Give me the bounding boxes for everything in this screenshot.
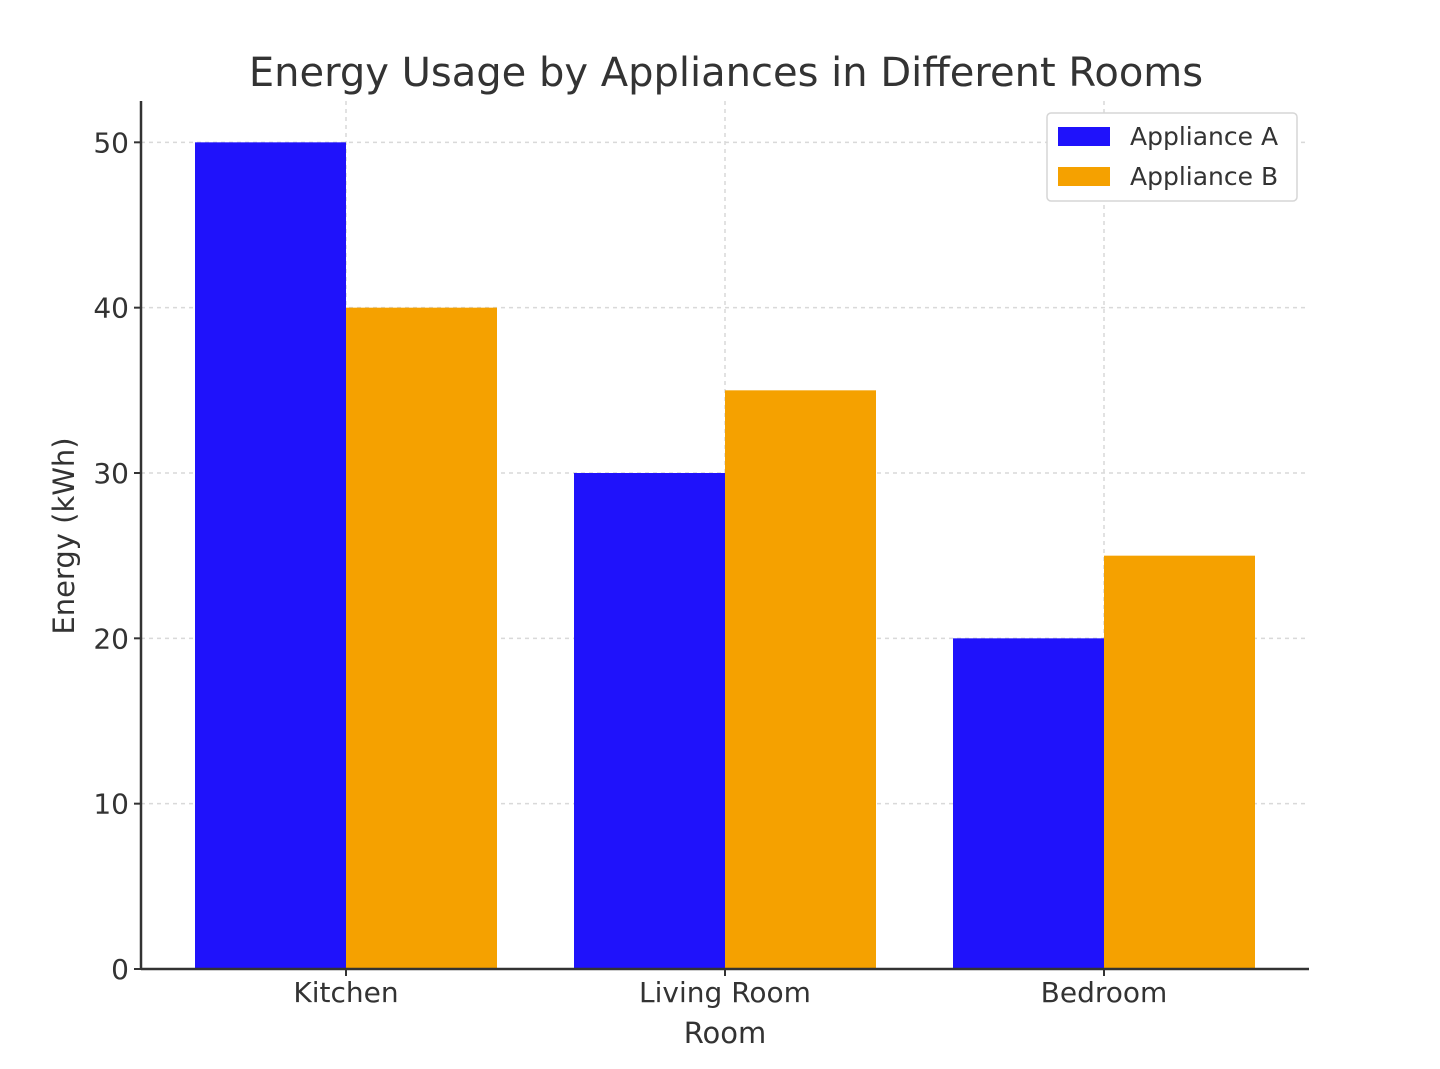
- bars: [195, 142, 1255, 970]
- x-tick-label-kitchen: Kitchen: [293, 976, 398, 1009]
- y-tick-label: 20: [93, 622, 129, 655]
- legend-swatch-appliance-a: [1058, 127, 1110, 146]
- bar-appliance-a-kitchen: [195, 142, 346, 970]
- y-tick-label: 40: [93, 292, 129, 325]
- legend-label-appliance-a: Appliance A: [1130, 122, 1278, 151]
- bar-appliance-b-kitchen: [346, 307, 497, 970]
- y-ticks: 0 10 20 30 40 50: [93, 126, 141, 986]
- bar-appliance-b-living-room: [725, 390, 876, 969]
- y-tick-label: 0: [111, 953, 129, 986]
- x-ticks: Kitchen Living Room Bedroom: [293, 969, 1167, 1009]
- x-tick-label-bedroom: Bedroom: [1041, 976, 1168, 1009]
- x-tick-label-living-room: Living Room: [639, 976, 811, 1009]
- bar-appliance-a-bedroom: [953, 638, 1104, 969]
- bar-appliance-a-living-room: [574, 473, 725, 969]
- legend-swatch-appliance-b: [1058, 167, 1110, 186]
- y-axis-label: Energy (kWh): [47, 437, 81, 634]
- y-tick-label: 50: [93, 126, 129, 159]
- legend-label-appliance-b: Appliance B: [1130, 162, 1278, 191]
- y-tick-label: 10: [93, 788, 129, 821]
- legend: Appliance A Appliance B: [1046, 112, 1298, 202]
- chart-title: Energy Usage by Appliances in Different …: [249, 50, 1203, 96]
- y-tick-label: 30: [93, 457, 129, 490]
- x-axis-label: Room: [684, 1016, 767, 1050]
- bar-appliance-b-bedroom: [1104, 555, 1255, 969]
